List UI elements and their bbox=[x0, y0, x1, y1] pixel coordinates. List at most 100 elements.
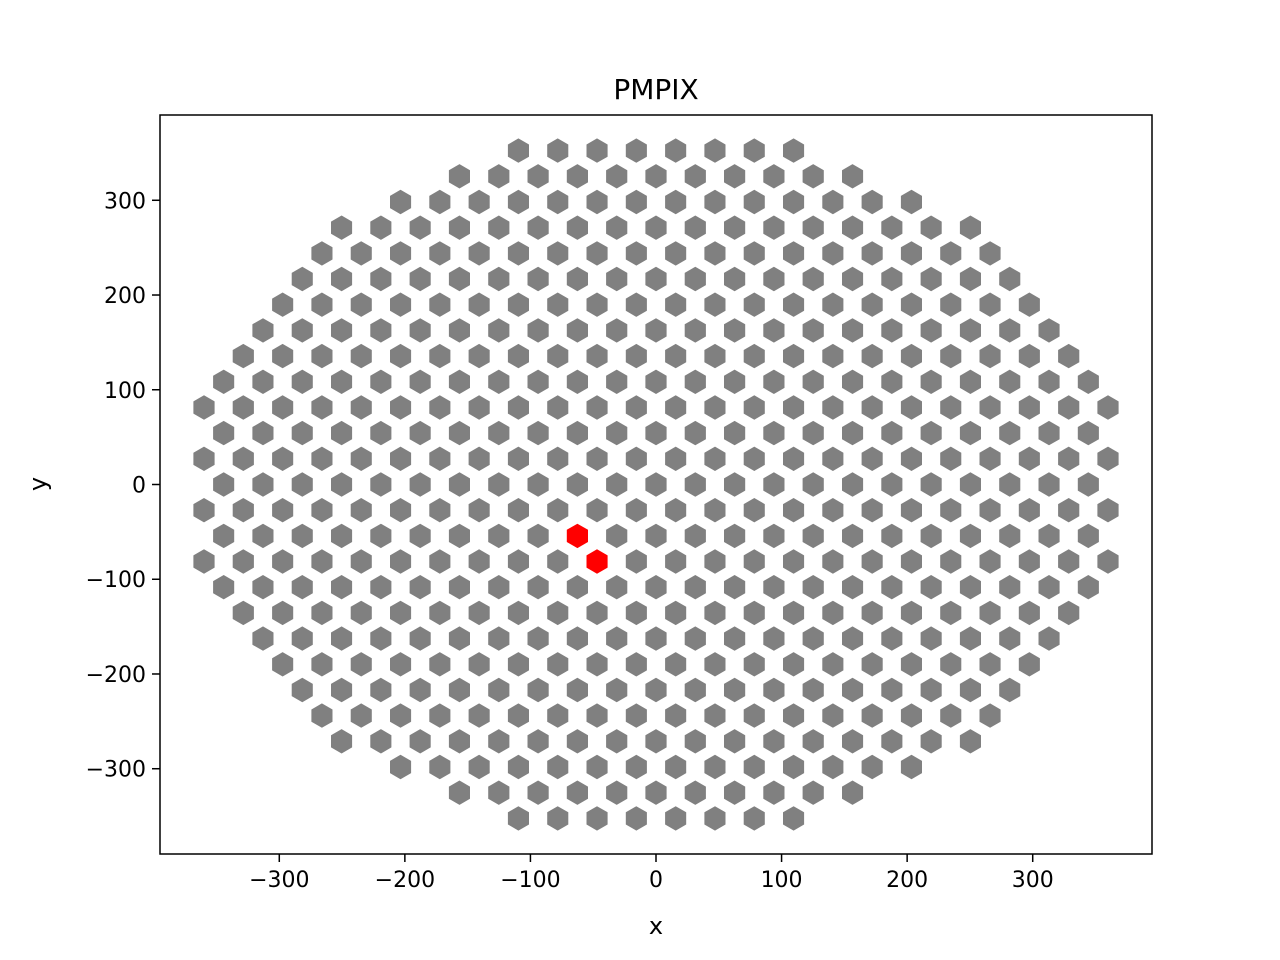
pixel bbox=[802, 523, 824, 549]
y-axis-ticks: −300 −200 −100 0 100 200 300 bbox=[86, 189, 160, 783]
pixel bbox=[488, 369, 510, 394]
pixel bbox=[920, 266, 942, 292]
pixel bbox=[920, 472, 942, 497]
pixel bbox=[743, 703, 765, 728]
pixel bbox=[507, 189, 529, 215]
pixel bbox=[1058, 498, 1080, 523]
pixel bbox=[527, 729, 549, 754]
pixel bbox=[448, 677, 470, 703]
pixel bbox=[802, 215, 824, 240]
pixel bbox=[409, 266, 431, 292]
pixel bbox=[900, 600, 922, 626]
pixel bbox=[586, 600, 608, 626]
pixel bbox=[665, 549, 687, 574]
pixel bbox=[959, 420, 981, 446]
pixel bbox=[861, 189, 883, 215]
pixel bbox=[606, 780, 628, 805]
pixel bbox=[488, 523, 510, 549]
pixel bbox=[684, 420, 706, 446]
pixel bbox=[331, 523, 353, 549]
pixel bbox=[763, 780, 785, 805]
pixel bbox=[448, 369, 470, 394]
pixel bbox=[979, 498, 1001, 523]
pixel bbox=[527, 780, 549, 805]
pixel bbox=[743, 549, 765, 574]
pixel bbox=[743, 600, 765, 626]
pixel bbox=[527, 677, 549, 703]
pixel bbox=[213, 523, 235, 549]
pixel bbox=[586, 446, 608, 471]
pixel bbox=[842, 266, 864, 292]
pixel bbox=[409, 215, 431, 240]
y-tick-label: 0 bbox=[132, 474, 146, 499]
pixel bbox=[822, 754, 844, 780]
pixel bbox=[665, 498, 687, 523]
pixel bbox=[724, 729, 746, 754]
pixel bbox=[959, 626, 981, 651]
pixel bbox=[331, 215, 353, 240]
pixel bbox=[507, 446, 529, 471]
pixel bbox=[645, 472, 667, 497]
pixel bbox=[920, 575, 942, 600]
pixel bbox=[547, 292, 569, 317]
pixel bbox=[448, 420, 470, 446]
pixel bbox=[783, 189, 805, 215]
pixel bbox=[507, 806, 529, 831]
pixel bbox=[468, 754, 490, 780]
pixel bbox=[959, 575, 981, 600]
pixel bbox=[999, 575, 1021, 600]
pixel bbox=[566, 626, 588, 651]
pixel bbox=[488, 420, 510, 446]
pixel bbox=[448, 575, 470, 600]
pixel bbox=[488, 215, 510, 240]
pixel bbox=[586, 189, 608, 215]
pixel bbox=[468, 241, 490, 266]
pixel bbox=[566, 266, 588, 292]
pixel bbox=[861, 703, 883, 728]
pixel bbox=[1058, 446, 1080, 471]
pixel bbox=[763, 420, 785, 446]
pixel bbox=[606, 215, 628, 240]
pixel bbox=[429, 189, 451, 215]
pixel bbox=[606, 523, 628, 549]
pixel bbox=[488, 472, 510, 497]
pixel bbox=[665, 138, 687, 163]
y-tick-label: −100 bbox=[86, 568, 146, 593]
pixel bbox=[566, 318, 588, 343]
pixel bbox=[724, 420, 746, 446]
pixel bbox=[331, 575, 353, 600]
pixel bbox=[625, 189, 647, 215]
pixel bbox=[900, 498, 922, 523]
pixel bbox=[409, 523, 431, 549]
pixel bbox=[488, 266, 510, 292]
pixel bbox=[272, 652, 294, 677]
pixel bbox=[311, 343, 333, 369]
pixel bbox=[684, 575, 706, 600]
pixel bbox=[625, 446, 647, 471]
pixel bbox=[645, 575, 667, 600]
pixel bbox=[1097, 498, 1119, 523]
pixel bbox=[291, 472, 313, 497]
pixel bbox=[842, 677, 864, 703]
pixel bbox=[1018, 343, 1040, 369]
pixel bbox=[547, 703, 569, 728]
pixel bbox=[861, 241, 883, 266]
pixel bbox=[429, 446, 451, 471]
pixel bbox=[586, 241, 608, 266]
pixel bbox=[566, 420, 588, 446]
pixel bbox=[488, 318, 510, 343]
pixel bbox=[900, 703, 922, 728]
pixel bbox=[920, 420, 942, 446]
pixel bbox=[743, 138, 765, 163]
pixel bbox=[527, 215, 549, 240]
pixel bbox=[861, 292, 883, 317]
pixel bbox=[920, 318, 942, 343]
pixel bbox=[724, 164, 746, 189]
pixel bbox=[331, 677, 353, 703]
pixel bbox=[763, 318, 785, 343]
pixel bbox=[291, 626, 313, 651]
pixel bbox=[783, 343, 805, 369]
pixel bbox=[350, 498, 372, 523]
pixel bbox=[468, 703, 490, 728]
pixel bbox=[390, 754, 412, 780]
